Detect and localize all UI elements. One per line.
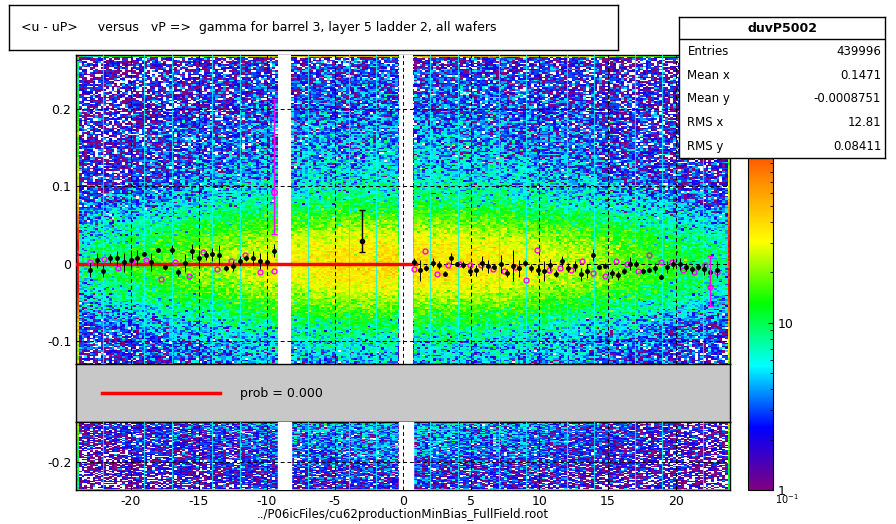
- Text: 0.1471: 0.1471: [840, 69, 881, 82]
- Bar: [278, 55, 291, 364]
- Text: 12.81: 12.81: [848, 116, 881, 129]
- Text: $10^{-1}$: $10^{-1}$: [775, 493, 799, 506]
- Text: duvP5002: duvP5002: [747, 21, 817, 35]
- Text: prob = 0.000: prob = 0.000: [240, 387, 323, 399]
- Text: 439996: 439996: [836, 45, 881, 58]
- Text: Mean x: Mean x: [687, 69, 730, 82]
- Text: 0.08411: 0.08411: [832, 140, 881, 153]
- Text: RMS y: RMS y: [687, 140, 724, 153]
- Text: ../P06icFiles/cu62productionMinBias_FullField.root: ../P06icFiles/cu62productionMinBias_Full…: [257, 508, 549, 521]
- Text: -0.0008751: -0.0008751: [814, 92, 881, 105]
- Text: <u - uP>     versus   vP =>  gamma for barrel 3, layer 5 ladder 2, all wafers: <u - uP> versus vP => gamma for barrel 3…: [22, 21, 496, 34]
- Text: Mean y: Mean y: [687, 92, 730, 105]
- Bar: [399, 422, 413, 490]
- Bar: [399, 55, 413, 364]
- Bar: [278, 422, 291, 490]
- Text: RMS x: RMS x: [687, 116, 724, 129]
- Text: Entries: Entries: [687, 45, 728, 58]
